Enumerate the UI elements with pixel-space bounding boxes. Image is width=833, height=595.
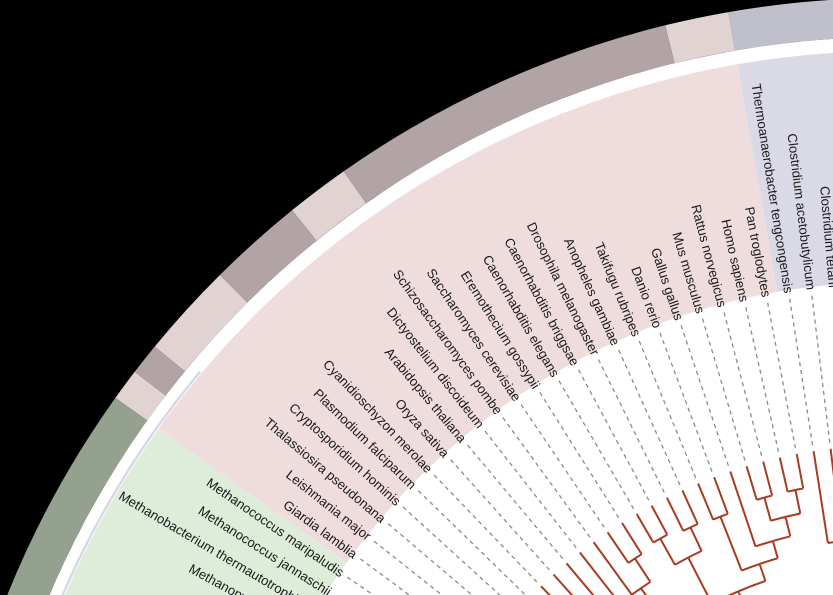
leaf-connector-line xyxy=(372,540,443,595)
domain-sector-eukaryota xyxy=(158,64,778,563)
leaf-connector-line xyxy=(744,306,780,452)
ring-segment-eukaryota xyxy=(134,346,185,396)
leaf-connector-line xyxy=(723,311,763,456)
sector-edge-outline xyxy=(61,370,202,595)
leaf-connector-line xyxy=(501,416,591,538)
ring-segment-eukaryota xyxy=(219,210,317,303)
leaf-connector-line xyxy=(577,368,650,501)
leaf-connector-line xyxy=(617,348,681,486)
leaf-connector-line xyxy=(597,358,665,493)
tree-branches xyxy=(540,448,833,595)
leaf-connector-line xyxy=(433,473,538,583)
leaf-connector-line xyxy=(558,379,635,510)
leaf-connector-line xyxy=(449,458,550,571)
domain-sector-bacteria xyxy=(737,52,833,292)
domain-sector-archaea xyxy=(64,428,347,595)
leaf-connector-line xyxy=(417,489,525,595)
leaf-connector-line xyxy=(638,340,697,479)
leaf-connector-line xyxy=(538,391,620,519)
ring-segment-eukaryota xyxy=(665,12,736,64)
leaf-connector-line xyxy=(466,443,564,560)
leaf-connector-line xyxy=(766,301,797,449)
ring-segment-eukaryota xyxy=(115,371,166,421)
leaf-connector-line xyxy=(401,506,501,595)
ring-segment-bacteria xyxy=(728,0,833,51)
leaf-connector-line xyxy=(520,403,605,528)
leaf-connector-line xyxy=(346,576,375,595)
leaf-connector-line xyxy=(359,557,411,595)
leaf-connector-line xyxy=(680,324,730,467)
ring-segment-eukaryota xyxy=(343,25,675,204)
ring-segment-eukaryota xyxy=(154,275,248,372)
ring-segment-eukaryota xyxy=(292,171,366,241)
leaf-connector-line xyxy=(387,522,473,595)
leaf-connector-line xyxy=(483,429,577,549)
ring-segment-archaea xyxy=(7,397,148,595)
leaf-connector-line xyxy=(811,294,831,443)
leaf-connector-line xyxy=(701,317,746,461)
leaf-connector-line xyxy=(788,297,814,446)
leaf-connector-line xyxy=(659,331,713,472)
